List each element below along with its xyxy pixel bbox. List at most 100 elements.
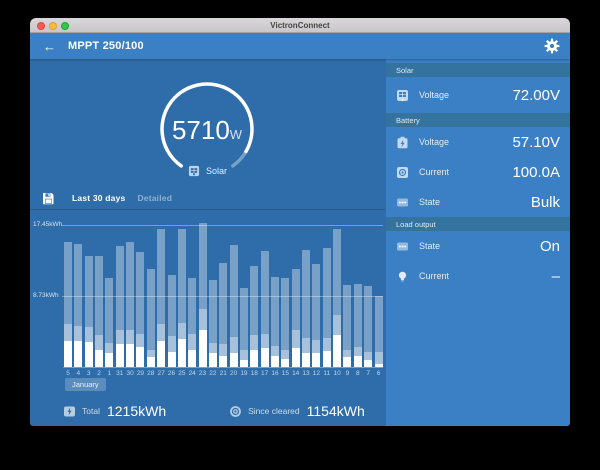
bar-segment-yield-middle bbox=[167, 336, 176, 352]
history-bar[interactable] bbox=[312, 264, 321, 367]
history-bar[interactable] bbox=[136, 252, 145, 367]
load-output-state-row[interactable]: State On bbox=[386, 231, 570, 261]
history-tab-strip: Last 30 days Detailed bbox=[30, 187, 385, 210]
bar-segment-yield-top bbox=[271, 276, 279, 346]
history-bar[interactable] bbox=[167, 275, 176, 367]
history-bar[interactable] bbox=[271, 276, 279, 367]
bar-segment-yield-middle bbox=[229, 336, 238, 354]
gauge-reading: 5710W bbox=[137, 115, 277, 146]
history-bar[interactable] bbox=[281, 278, 290, 367]
gauge-arc-remainder bbox=[231, 149, 248, 168]
bar-segment-yield-bottom bbox=[136, 347, 145, 367]
history-bar[interactable] bbox=[322, 248, 331, 367]
bar-segment-yield-middle bbox=[239, 349, 248, 360]
bar-segment-yield-bottom bbox=[64, 340, 72, 367]
history-bar[interactable] bbox=[84, 255, 93, 367]
bar-segment-yield-middle bbox=[374, 351, 383, 364]
bar-segment-yield-top bbox=[105, 278, 114, 343]
close-window-button[interactable] bbox=[37, 22, 45, 30]
save-icon[interactable] bbox=[42, 192, 55, 205]
solar-voltage-row[interactable]: Voltage 72.00V bbox=[386, 77, 570, 113]
history-bar[interactable] bbox=[374, 296, 383, 367]
history-bar[interactable] bbox=[333, 229, 342, 367]
bar-segment-yield-middle bbox=[312, 340, 321, 354]
history-bar[interactable] bbox=[105, 278, 114, 367]
bar-segment-yield-top bbox=[188, 278, 197, 334]
back-arrow-icon[interactable]: ← bbox=[43, 38, 56, 54]
x-axis-tick-label: 9 bbox=[345, 370, 350, 377]
load-output-current-row[interactable]: Current – bbox=[386, 261, 570, 291]
history-bar[interactable] bbox=[74, 244, 83, 367]
victronconnect-window: VictronConnect ← MPPT 250/100 bbox=[30, 18, 570, 426]
history-bar[interactable] bbox=[208, 279, 217, 367]
history-bar[interactable] bbox=[364, 286, 373, 367]
window-title: VictronConnect bbox=[270, 20, 330, 30]
history-bar[interactable] bbox=[260, 251, 269, 367]
bar-segment-yield-middle bbox=[95, 335, 104, 350]
bar-segment-yield-top bbox=[229, 244, 238, 337]
total-value: 1215kWh bbox=[106, 403, 167, 419]
history-bar[interactable] bbox=[146, 269, 155, 367]
bar-segment-yield-bottom bbox=[322, 350, 331, 367]
battery-voltage-row[interactable]: Voltage 57.10V bbox=[386, 127, 570, 157]
bar-segment-yield-top bbox=[291, 269, 300, 331]
history-bar[interactable] bbox=[291, 269, 300, 367]
bar-segment-yield-bottom bbox=[74, 340, 83, 367]
history-bar[interactable] bbox=[64, 241, 72, 367]
history-bar[interactable] bbox=[343, 284, 352, 367]
dots-icon bbox=[397, 242, 408, 250]
history-bar[interactable] bbox=[250, 266, 259, 367]
x-axis-tick-label: 28 bbox=[147, 370, 155, 377]
bar-segment-yield-bottom bbox=[353, 355, 362, 367]
bar-segment-yield-bottom bbox=[250, 349, 259, 367]
settings-gear-icon[interactable] bbox=[544, 38, 560, 54]
bar-segment-yield-top bbox=[281, 278, 290, 350]
x-axis-tick-label: 10 bbox=[333, 370, 341, 377]
since-cleared-value: 1154kWh bbox=[306, 403, 365, 419]
history-bar[interactable] bbox=[157, 229, 166, 367]
section-title: Load output bbox=[396, 219, 436, 229]
bar-segment-yield-bottom bbox=[95, 349, 104, 367]
history-bar[interactable] bbox=[177, 228, 186, 367]
bar-segment-yield-middle bbox=[333, 314, 342, 336]
bar-segment-yield-middle bbox=[105, 342, 114, 354]
history-bar[interactable] bbox=[229, 244, 238, 367]
history-bar[interactable] bbox=[126, 241, 135, 367]
zoom-window-button[interactable] bbox=[61, 22, 69, 30]
history-bar[interactable] bbox=[353, 283, 362, 367]
solar-total-icon bbox=[64, 406, 75, 416]
history-bar[interactable] bbox=[302, 249, 311, 367]
history-bar[interactable] bbox=[115, 245, 124, 367]
bar-segment-yield-top bbox=[333, 229, 342, 315]
x-axis-tick-label: 4 bbox=[76, 370, 81, 377]
device-title: MPPT 250/100 bbox=[68, 40, 144, 52]
gauge-arc-filled bbox=[160, 82, 254, 168]
minimize-window-button[interactable] bbox=[49, 22, 57, 30]
month-badge: January bbox=[65, 378, 106, 391]
row-label: Voltage bbox=[419, 137, 450, 147]
bar-segment-yield-bottom bbox=[105, 353, 114, 367]
history-bar[interactable] bbox=[219, 262, 228, 367]
x-axis-tick-label: 16 bbox=[271, 370, 279, 377]
history-bar[interactable] bbox=[188, 278, 197, 367]
row-value: 57.10V bbox=[512, 133, 560, 151]
bar-segment-yield-middle bbox=[353, 347, 362, 356]
battery-state-row[interactable]: State Bulk bbox=[386, 187, 570, 217]
tab-last-30-days[interactable]: Last 30 days bbox=[72, 193, 126, 203]
x-axis-tick-label: 17 bbox=[261, 370, 269, 377]
gauge-label: Solar bbox=[205, 166, 227, 176]
bar-segment-yield-top bbox=[115, 245, 124, 331]
battery-current-row[interactable]: Current 100.0A bbox=[386, 157, 570, 187]
row-value: – bbox=[551, 267, 560, 285]
total-label: Total bbox=[82, 406, 100, 416]
bar-segment-yield-middle bbox=[115, 330, 124, 345]
bar-segment-yield-top bbox=[322, 248, 331, 338]
history-bar[interactable] bbox=[95, 255, 104, 367]
tab-detailed[interactable]: Detailed bbox=[137, 193, 173, 203]
history-bar[interactable] bbox=[198, 222, 207, 367]
x-axis-tick-label: 1 bbox=[107, 370, 112, 377]
x-axis-tick-label: 20 bbox=[229, 370, 238, 377]
main-panel: 5710W Solar bbox=[30, 59, 385, 426]
row-label: Current bbox=[419, 271, 450, 281]
history-bar[interactable] bbox=[239, 288, 248, 367]
